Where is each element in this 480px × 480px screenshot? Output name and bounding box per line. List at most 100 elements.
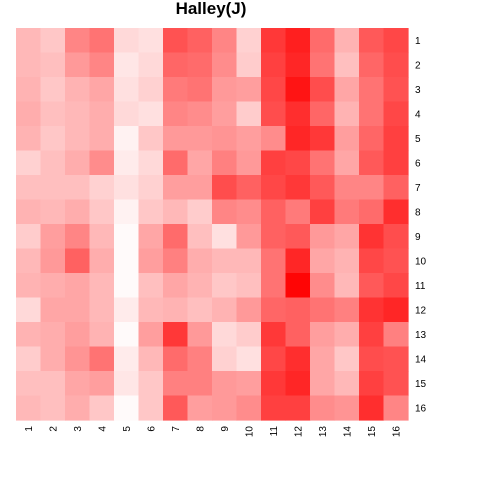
heatmap-cell: [359, 248, 385, 274]
heatmap-cell: [334, 395, 360, 421]
heatmap-cell: [236, 248, 262, 274]
heatmap-cell: [163, 150, 189, 176]
heatmap-cell: [212, 273, 238, 299]
heatmap-cell: [187, 371, 213, 397]
heatmap-cell: [187, 395, 213, 421]
heatmap-cell: [187, 248, 213, 274]
heatmap-cell: [89, 322, 115, 348]
heatmap-cell: [65, 273, 91, 299]
column-tick-label: 9: [220, 426, 231, 432]
heatmap-cell: [383, 175, 409, 201]
heatmap-cell: [163, 224, 189, 250]
heatmap-cell: [285, 297, 311, 323]
heatmap-cell: [16, 248, 42, 274]
heatmap-cell: [310, 126, 336, 152]
heatmap-cell: [236, 297, 262, 323]
row-tick-label: 10: [415, 256, 427, 267]
row-tick-label: 11: [415, 281, 426, 292]
heatmap-cell: [383, 224, 409, 250]
heatmap-cell: [89, 224, 115, 250]
heatmap-cell: [40, 322, 66, 348]
row-tick-label: 4: [415, 109, 421, 120]
column-tick-label: 4: [97, 426, 108, 432]
heatmap-cell: [65, 297, 91, 323]
row-tick-label: 6: [415, 158, 421, 169]
heatmap-cell: [383, 322, 409, 348]
heatmap-cell: [187, 199, 213, 225]
heatmap-cell: [310, 346, 336, 372]
heatmap-cell: [16, 297, 42, 323]
heatmap-cell: [236, 150, 262, 176]
heatmap-cell: [65, 199, 91, 225]
heatmap-cell: [334, 248, 360, 274]
heatmap-cell: [236, 395, 262, 421]
heatmap-cell: [138, 395, 164, 421]
heatmap-cell: [40, 224, 66, 250]
heatmap-cell: [114, 224, 140, 250]
heatmap-cell: [236, 199, 262, 225]
heatmap-cell: [212, 52, 238, 78]
heatmap-cell: [236, 28, 262, 54]
heatmap-cell: [138, 101, 164, 127]
heatmap-cell: [383, 395, 409, 421]
heatmap-cell: [65, 150, 91, 176]
heatmap-cell: [285, 175, 311, 201]
heatmap-cell: [40, 101, 66, 127]
heatmap-cell: [40, 248, 66, 274]
heatmap-cell: [334, 101, 360, 127]
heatmap-cell: [383, 28, 409, 54]
heatmap-cell: [285, 101, 311, 127]
heatmap-cell: [89, 199, 115, 225]
heatmap-cell: [261, 322, 287, 348]
heatmap-cell: [261, 52, 287, 78]
heatmap-cell: [261, 224, 287, 250]
heatmap-cell: [40, 52, 66, 78]
heatmap-cell: [383, 52, 409, 78]
heatmap-cell: [334, 28, 360, 54]
heatmap-cell: [40, 28, 66, 54]
heatmap-cell: [285, 273, 311, 299]
heatmap-cell: [89, 52, 115, 78]
heatmap-cell: [383, 297, 409, 323]
heatmap-cell: [310, 52, 336, 78]
heatmap-cell: [114, 322, 140, 348]
heatmap-cell: [359, 322, 385, 348]
heatmap-cell: [114, 273, 140, 299]
heatmap-cell: [187, 273, 213, 299]
heatmap-cell: [65, 224, 91, 250]
column-tick-label: 16: [391, 426, 402, 438]
heatmap-cell: [310, 77, 336, 103]
heatmap-cell: [65, 28, 91, 54]
heatmap-cell: [212, 371, 238, 397]
column-tick-label: 8: [195, 426, 206, 432]
heatmap-cell: [40, 395, 66, 421]
heatmap-cell: [334, 126, 360, 152]
heatmap-cell: [138, 28, 164, 54]
heatmap-cell: [334, 52, 360, 78]
row-tick-label: 7: [415, 183, 421, 194]
heatmap-cell: [334, 199, 360, 225]
heatmap-cell: [187, 346, 213, 372]
heatmap-cell: [65, 346, 91, 372]
heatmap-cell: [138, 77, 164, 103]
heatmap-cell: [114, 371, 140, 397]
heatmap-cell: [40, 199, 66, 225]
column-tick-label: 14: [342, 426, 353, 438]
heatmap-cell: [236, 77, 262, 103]
heatmap-cell: [212, 297, 238, 323]
row-tick-label: 16: [415, 403, 427, 414]
heatmap-cell: [187, 297, 213, 323]
heatmap-cell: [16, 101, 42, 127]
heatmap-cell: [163, 126, 189, 152]
heatmap-cell: [383, 371, 409, 397]
heatmap-cell: [383, 199, 409, 225]
heatmap-cell: [383, 150, 409, 176]
heatmap-cell: [310, 248, 336, 274]
heatmap-cell: [310, 224, 336, 250]
heatmap-cell: [114, 175, 140, 201]
heatmap-cell: [138, 150, 164, 176]
heatmap-cell: [334, 346, 360, 372]
heatmap-cell: [212, 248, 238, 274]
heatmap-cell: [212, 77, 238, 103]
